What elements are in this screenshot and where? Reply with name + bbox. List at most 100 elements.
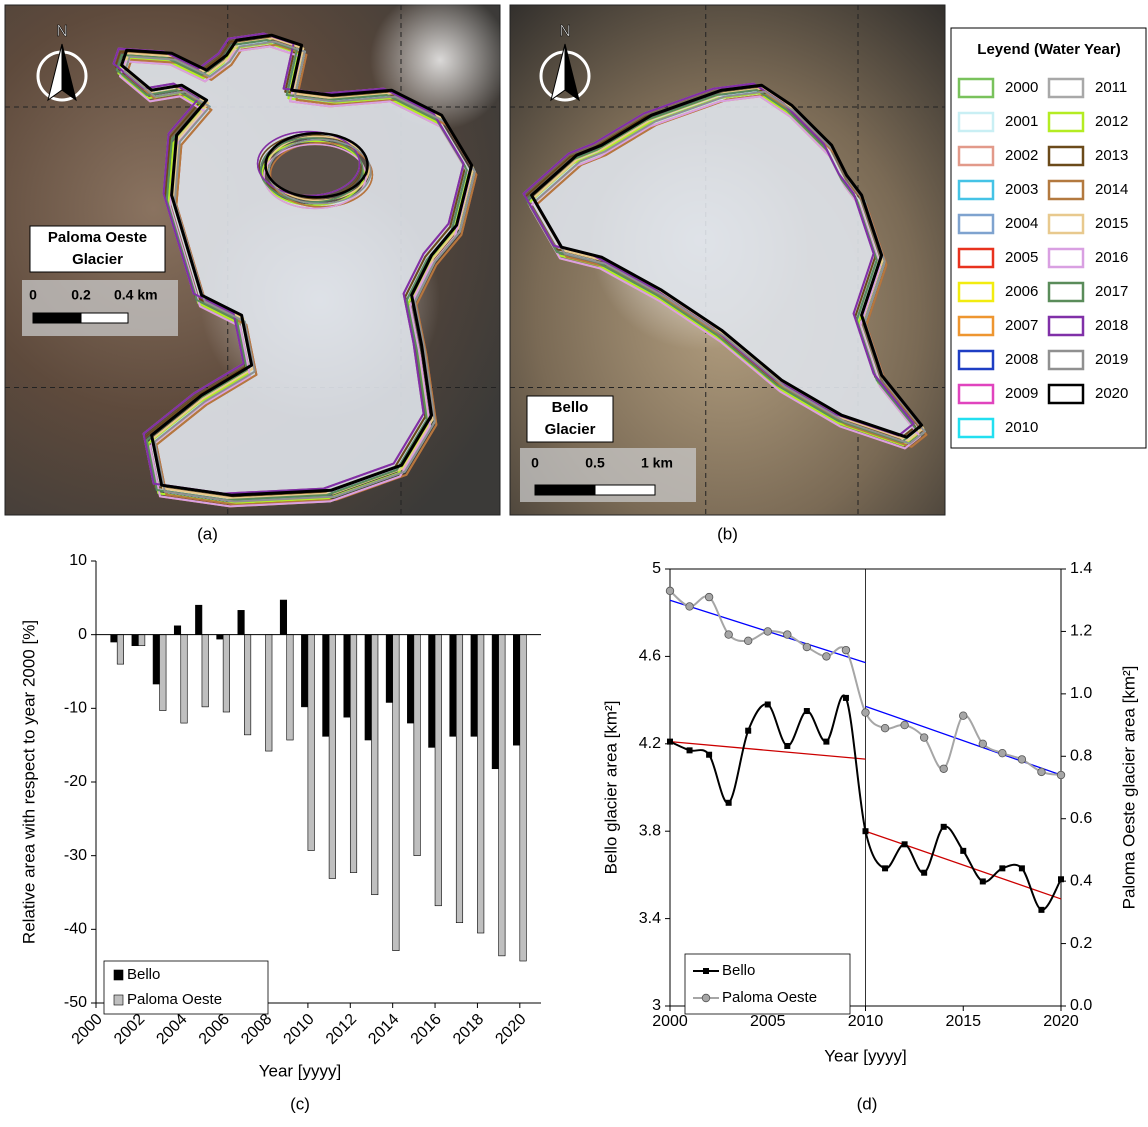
bar (308, 635, 315, 851)
y-axis-title: Relative area with respect to year 2000 … (19, 620, 38, 944)
marker (920, 734, 928, 742)
y-tick-label: 5 (652, 560, 661, 577)
legend-label: 2015 (1095, 215, 1128, 232)
legend-label: 2007 (1005, 317, 1038, 334)
marker (979, 740, 987, 748)
marker (823, 653, 831, 661)
legend-label: 2011 (1095, 79, 1127, 96)
legend-label: 2013 (1095, 147, 1128, 164)
y2-tick-label: 0.8 (1070, 748, 1092, 765)
bar (429, 635, 436, 748)
y2-tick-label: 1.4 (1070, 560, 1092, 577)
legend-label: 2019 (1095, 351, 1128, 368)
marker (901, 721, 909, 729)
figure: NPaloma OesteGlacier00.20.4 km(a)NBelloG… (0, 0, 1148, 1122)
marker (843, 695, 849, 701)
bar (138, 635, 145, 646)
bar (450, 635, 457, 737)
bar (393, 635, 400, 951)
x-axis-title: Year [yyyy] (824, 1046, 907, 1065)
legend-swatch (114, 970, 123, 980)
x-tick-label: 2000 (652, 1013, 688, 1030)
north-label: N (559, 23, 571, 40)
bar (217, 635, 224, 639)
bar (160, 635, 167, 711)
scale-bar-black (535, 485, 595, 495)
y2-tick-label: 1.2 (1070, 623, 1092, 640)
marker (803, 643, 811, 651)
bar (344, 635, 351, 718)
marker (784, 631, 792, 639)
marker (1038, 768, 1046, 776)
bar (223, 635, 230, 712)
legend-marker (702, 994, 710, 1002)
scale-bar-black (33, 313, 81, 323)
bar (435, 635, 442, 906)
y-tick-label: 4.2 (639, 735, 661, 752)
bar (499, 635, 506, 956)
marker (862, 709, 870, 717)
y2-tick-label: 0.6 (1070, 810, 1092, 827)
legend-label: Paloma Oeste (127, 991, 222, 1008)
marker (959, 712, 967, 720)
y-tick-label: -50 (64, 994, 87, 1011)
bar (365, 635, 372, 740)
bar (386, 635, 393, 703)
scale-label: 0 (29, 287, 37, 303)
y-tick-label: -40 (64, 921, 87, 938)
legend-label: 2016 (1095, 249, 1128, 266)
marker (960, 848, 966, 854)
x-tick-label: 2015 (945, 1013, 981, 1030)
bar (323, 635, 330, 737)
map-title: Paloma Oeste (48, 229, 147, 246)
legend-label: 2012 (1095, 113, 1128, 130)
marker (687, 747, 693, 753)
x-tick-label: 2010 (848, 1013, 884, 1030)
marker (902, 841, 908, 847)
scale-label: 0.5 (585, 455, 605, 471)
marker (706, 752, 712, 758)
caption: (d) (857, 1094, 878, 1113)
marker (804, 708, 810, 714)
bar (301, 635, 308, 707)
map-title: Bello (552, 399, 589, 416)
y-tick-label: 3 (652, 997, 661, 1014)
scale-bar-white (595, 485, 655, 495)
y-tick-label: 3.4 (639, 910, 661, 927)
bar (414, 635, 421, 856)
bar (153, 635, 160, 684)
marker (1018, 756, 1026, 764)
y-tick-label: -10 (64, 700, 87, 717)
legend-label: 2002 (1005, 147, 1038, 164)
bar (477, 635, 484, 933)
bar (371, 635, 378, 895)
marker (726, 800, 732, 806)
bar (350, 635, 357, 873)
y2-tick-label: 0.0 (1070, 997, 1092, 1014)
bar (471, 635, 478, 737)
north-label: N (56, 23, 68, 40)
legend-label: Paloma Oeste (722, 989, 817, 1006)
bar (407, 635, 414, 723)
scale-label: 0.4 km (114, 287, 158, 303)
bar (456, 635, 463, 923)
legend-label: Bello (722, 962, 755, 979)
bar (520, 635, 527, 961)
marker (999, 749, 1007, 757)
map-title: Glacier (72, 251, 123, 268)
legend-label: 2006 (1005, 283, 1038, 300)
legend-swatch (114, 995, 123, 1005)
scale-bar-white (81, 313, 128, 323)
y-tick-label: 4.6 (639, 648, 661, 665)
marker (881, 724, 889, 732)
bar (280, 600, 287, 635)
map-title: Glacier (545, 421, 596, 438)
legend-label: 2003 (1005, 181, 1038, 198)
bar (329, 635, 336, 879)
x-axis-title: Year [yyyy] (259, 1061, 342, 1080)
marker (1058, 876, 1064, 882)
y2-tick-label: 1.0 (1070, 685, 1092, 702)
page: NPaloma OesteGlacier00.20.4 km(a)NBelloG… (0, 0, 1148, 1122)
bar (238, 610, 245, 634)
